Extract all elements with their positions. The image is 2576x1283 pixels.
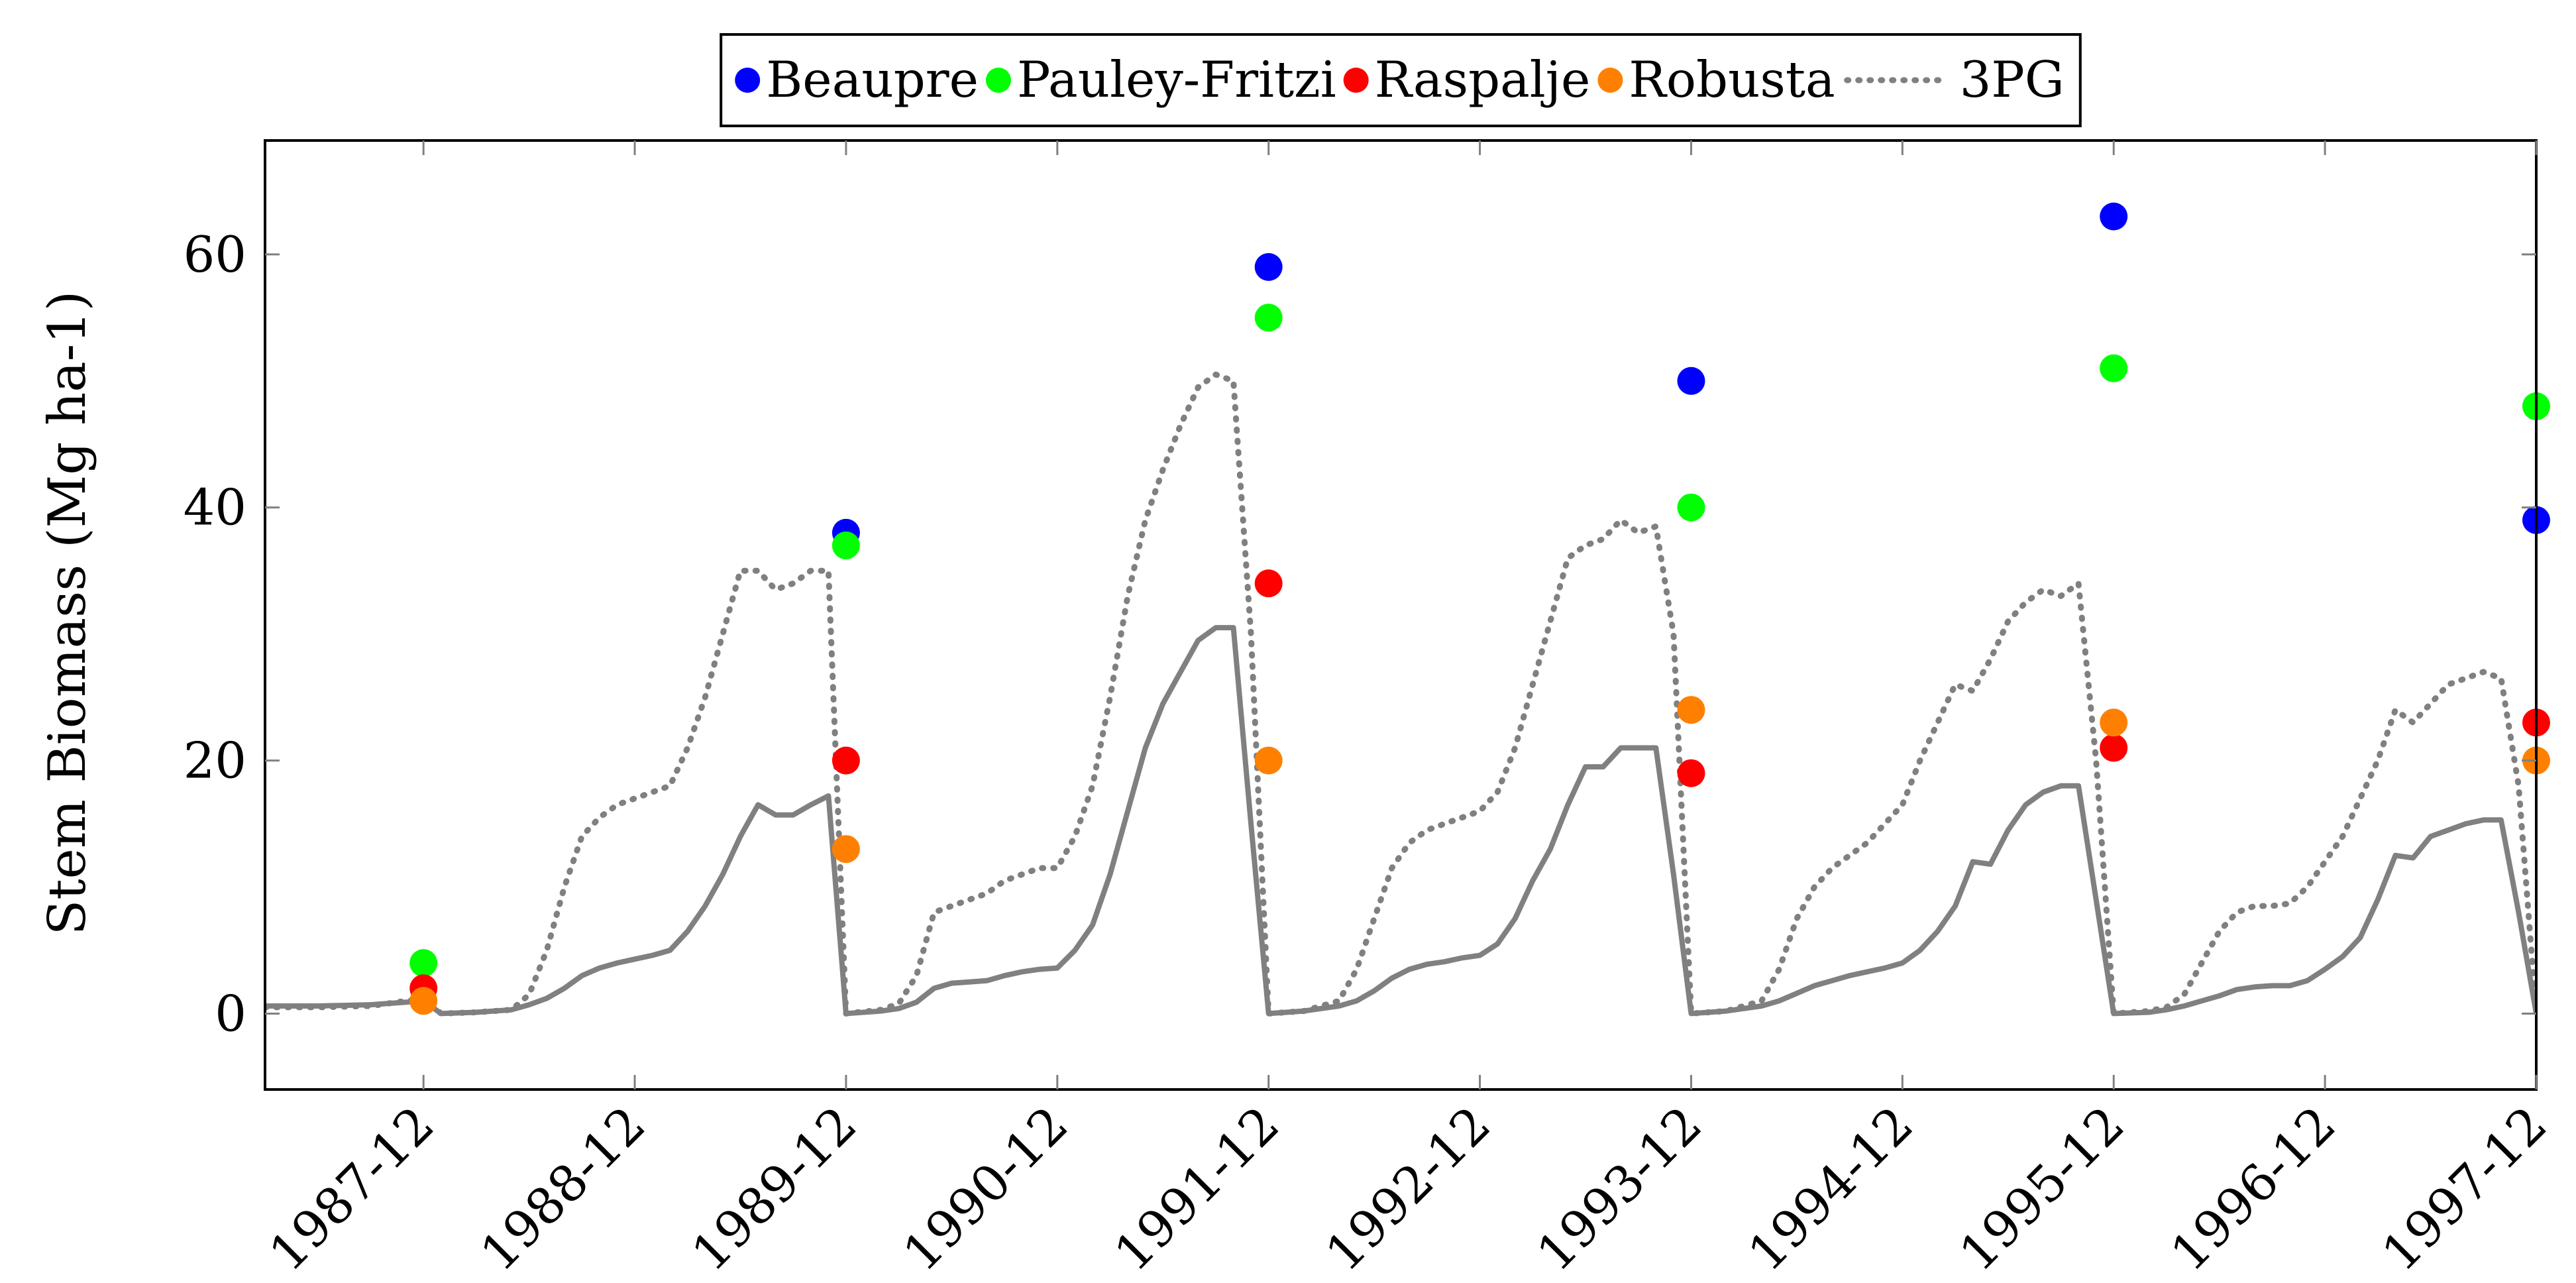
x-tick-label: 1987-12 [258, 1095, 445, 1283]
legend-label-pauley-fritzi: Pauley-Fritzi [1017, 50, 1336, 109]
legend-label-3pg: 3PG [1960, 50, 2065, 109]
x-tick-label: 1989-12 [680, 1095, 868, 1283]
x-tick-label: 1995-12 [1948, 1095, 2135, 1283]
plot-area-frame [264, 139, 2538, 1091]
data-point-pauley-fritzi [2100, 354, 2128, 382]
legend-label-raspalje: Raspalje [1375, 50, 1591, 109]
y-tick-label: 20 [184, 732, 246, 790]
axes: 0 20 40 60 1987-12 1988-12 1989-12 1990-12 1991-… [184, 140, 2558, 1282]
x-tick-label: 1996-12 [2159, 1095, 2347, 1283]
x-tick-label: 1993-12 [1526, 1095, 1713, 1283]
data-point-pauley-fritzi [832, 531, 860, 559]
legend: Beaupre Pauley-Fritzi Raspalje Robusta 3PG [720, 33, 2082, 127]
data-point-beaupre [1677, 366, 1705, 395]
data-point-robusta [409, 987, 438, 1015]
data-point-raspalje [1677, 759, 1705, 787]
data-point-raspalje [2100, 734, 2128, 762]
data-point-robusta [1677, 696, 1705, 724]
y-axis-title-group: Stem Biomass (Mg ha-1) [38, 291, 97, 935]
legend-marker-beaupre [735, 68, 761, 93]
data-point-raspalje [832, 746, 860, 775]
x-tick-label: 1991-12 [1103, 1095, 1291, 1283]
line-layer [265, 371, 2536, 1017]
data-point-robusta [1254, 746, 1283, 775]
legend-marker-raspalje [1343, 68, 1369, 93]
legend-label-beaupre: Beaupre [766, 50, 979, 109]
data-point-pauley-fritzi [1254, 304, 1283, 332]
legend-marker-robusta [1597, 68, 1623, 93]
legend-frame [720, 33, 2082, 127]
data-point-beaupre [2100, 202, 2128, 231]
data-point-robusta [2100, 708, 2128, 737]
y-tick-label: 60 [184, 225, 246, 284]
legend-marker-pauley-fritzi [985, 68, 1011, 93]
x-tick-label: 1990-12 [892, 1095, 1079, 1283]
x-tick-label: 1992-12 [1315, 1095, 1502, 1283]
marker-layer [409, 202, 2550, 1015]
data-point-pauley-fritzi [409, 949, 438, 977]
series-line-3pg [265, 371, 2536, 1017]
x-tick-label: 1997-12 [2371, 1095, 2558, 1283]
data-point-robusta [832, 835, 860, 864]
y-tick-label: 40 [184, 478, 246, 537]
data-point-pauley-fritzi [1677, 493, 1705, 522]
x-tick-label: 1988-12 [469, 1095, 657, 1283]
y-axis-title: Stem Biomass (Mg ha-1) [38, 291, 97, 935]
data-point-beaupre [1254, 252, 1283, 281]
series-line-solid [265, 625, 2536, 1017]
legend-label-robusta: Robusta [1629, 50, 1835, 109]
x-tick-label: 1994-12 [1737, 1095, 1924, 1283]
data-point-raspalje [1254, 569, 1283, 598]
y-tick-label: 0 [215, 984, 246, 1042]
